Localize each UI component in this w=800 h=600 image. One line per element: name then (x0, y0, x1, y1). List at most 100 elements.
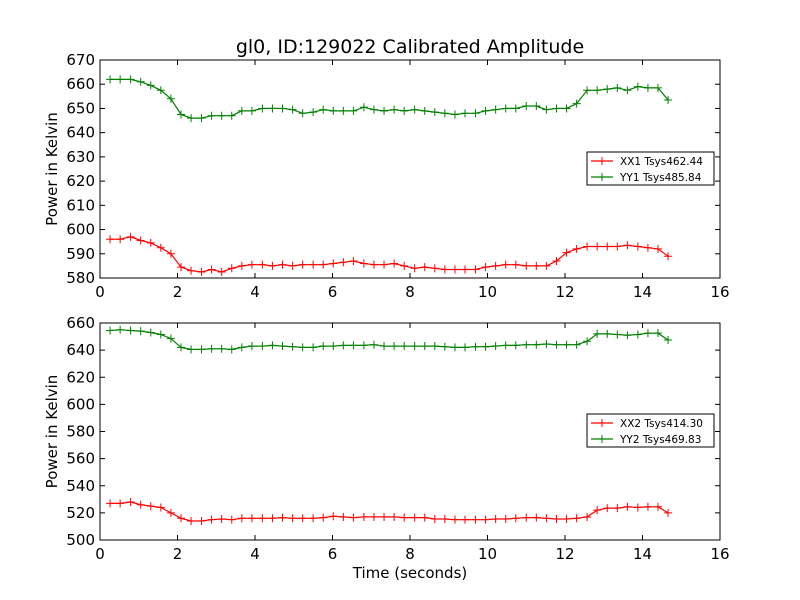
data-point (380, 342, 389, 351)
data-point (603, 85, 612, 94)
data-point (623, 502, 632, 511)
y-tick-label: 590 (66, 245, 95, 263)
data-point (461, 343, 470, 352)
data-point (258, 260, 267, 269)
data-point (309, 108, 318, 117)
data-point (217, 267, 226, 276)
legend-box (586, 151, 715, 186)
data-point (197, 267, 206, 276)
data-point (288, 261, 297, 270)
data-point (532, 513, 541, 522)
data-point (623, 331, 632, 340)
data-point (247, 260, 256, 269)
data-point (481, 515, 490, 524)
data-point (643, 502, 652, 511)
y-tick-label: 620 (66, 368, 95, 386)
x-tick-label: 10 (478, 283, 497, 301)
data-point (430, 108, 439, 117)
x-tick-label: 2 (173, 545, 183, 563)
data-point (643, 243, 652, 252)
y-tick-label: 580 (66, 269, 95, 287)
data-point (491, 105, 500, 114)
y-tick-label: 660 (66, 75, 95, 93)
y-tick-label: 650 (66, 99, 95, 117)
data-point (369, 260, 378, 269)
data-point (542, 105, 551, 114)
y-tick-label: 580 (66, 423, 95, 441)
plot-panel-1: 0 2 4 6 8 10 12 14 16 580 590 600 610 620 630 640 650 660… (43, 51, 730, 301)
data-point (471, 342, 480, 351)
data-point (491, 342, 500, 351)
data-point (359, 259, 368, 268)
data-point (166, 508, 175, 517)
data-point (278, 342, 287, 351)
data-point (491, 514, 500, 523)
y-tick-label: 660 (66, 314, 95, 332)
data-point (288, 105, 297, 114)
x-tick-label: 16 (710, 283, 729, 301)
data-point (471, 265, 480, 274)
y-tick-label: 620 (66, 172, 95, 190)
data-point (633, 242, 642, 251)
data-point (278, 513, 287, 522)
data-point (552, 514, 561, 523)
data-point (654, 329, 662, 338)
data-point (207, 344, 216, 353)
data-point (380, 512, 389, 521)
data-point (654, 83, 662, 92)
data-point (572, 340, 581, 349)
x-tick-label: 6 (328, 283, 338, 301)
data-point (227, 111, 236, 120)
data-point (410, 105, 419, 114)
data-point (410, 264, 419, 273)
data-point (298, 343, 307, 352)
x-tick-label: 14 (633, 283, 652, 301)
data-point (613, 504, 622, 513)
data-point (369, 105, 378, 114)
data-point (359, 512, 368, 521)
data-point (339, 512, 348, 521)
data-point (593, 506, 602, 515)
data-point (247, 106, 256, 115)
data-point (654, 244, 662, 253)
data-point (187, 114, 196, 123)
data-point (258, 104, 267, 113)
data-point (450, 515, 459, 524)
data-point (217, 514, 226, 523)
data-point (349, 341, 358, 350)
data-point (654, 502, 662, 511)
data-point (542, 340, 551, 349)
data-point (258, 514, 267, 523)
data-point (511, 260, 520, 269)
data-point (156, 86, 165, 95)
data-point (329, 259, 338, 268)
data-point (227, 515, 236, 524)
data-point (298, 514, 307, 523)
data-point (268, 104, 277, 113)
data-point (532, 102, 541, 111)
data-point (106, 235, 115, 244)
data-point (471, 515, 480, 524)
data-point (309, 260, 318, 269)
data-point (359, 341, 368, 350)
y-tick-label: 560 (66, 450, 95, 468)
data-point (136, 236, 145, 245)
data-point (420, 106, 429, 115)
data-point (298, 109, 307, 118)
data-point (450, 265, 459, 274)
data-point (511, 104, 520, 113)
data-point (268, 514, 277, 523)
data-point (420, 513, 429, 522)
data-point (583, 337, 592, 346)
x-tick-label: 12 (555, 283, 574, 301)
data-point (106, 499, 115, 508)
data-point (511, 341, 520, 350)
x-tick-label: 10 (478, 545, 497, 563)
legend-entry: XX1 Tsys462.44 (620, 156, 703, 168)
axes-frame (99, 322, 721, 541)
data-point (501, 260, 510, 269)
data-point (572, 514, 581, 523)
data-point (400, 106, 409, 115)
data-point (400, 261, 409, 270)
